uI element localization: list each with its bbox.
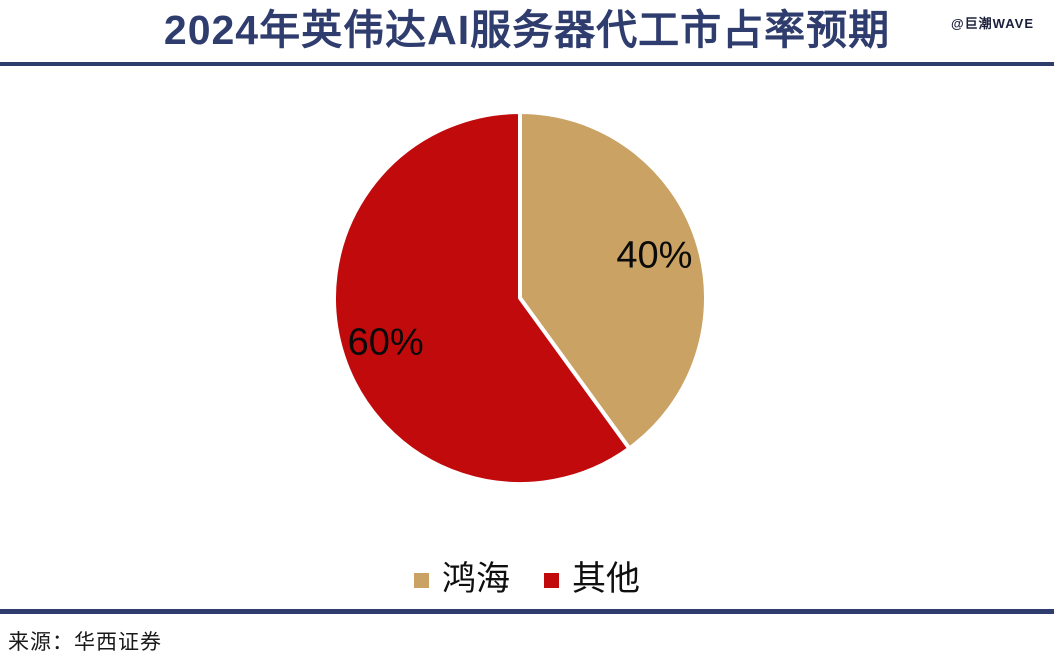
header-divider xyxy=(0,62,1054,66)
pie-chart: 40% 60% xyxy=(332,110,708,486)
pie-slice-鸿海 xyxy=(518,110,708,451)
watermark: @巨潮WAVE xyxy=(951,16,1034,31)
footer-divider xyxy=(0,609,1054,614)
chart-legend: 鸿海 其他 xyxy=(0,563,1054,597)
legend-item-鸿海: 鸿海 xyxy=(414,563,510,597)
data-label-鸿海: 40% xyxy=(616,234,692,276)
legend-label: 其他 xyxy=(572,561,640,598)
legend-label: 鸿海 xyxy=(442,561,510,598)
legend-item-其他: 其他 xyxy=(544,563,640,597)
chart-title: 2024年英伟达AI服务器代工市占率预期 xyxy=(163,7,891,53)
source-note: 来源：华西证券 xyxy=(8,631,162,654)
legend-swatch-icon xyxy=(544,572,559,588)
pie-slice-其他 xyxy=(332,110,632,486)
data-label-其他: 60% xyxy=(348,322,424,364)
legend-swatch-icon xyxy=(414,572,429,588)
